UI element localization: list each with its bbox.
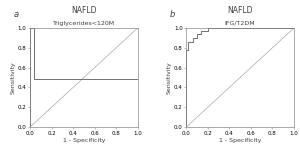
X-axis label: 1 - Specificity: 1 - Specificity bbox=[219, 138, 261, 143]
Text: NAFLD: NAFLD bbox=[227, 6, 253, 15]
Y-axis label: Sensitivity: Sensitivity bbox=[167, 61, 172, 94]
Text: NAFLD: NAFLD bbox=[71, 6, 97, 15]
Text: Triglycerides<120M: Triglycerides<120M bbox=[53, 21, 115, 26]
Y-axis label: Sensitivity: Sensitivity bbox=[11, 61, 16, 94]
X-axis label: 1 - Specificity: 1 - Specificity bbox=[63, 138, 105, 143]
Text: a: a bbox=[14, 10, 19, 19]
Text: b: b bbox=[170, 10, 176, 19]
Text: IFG/T2DM: IFG/T2DM bbox=[225, 21, 255, 26]
